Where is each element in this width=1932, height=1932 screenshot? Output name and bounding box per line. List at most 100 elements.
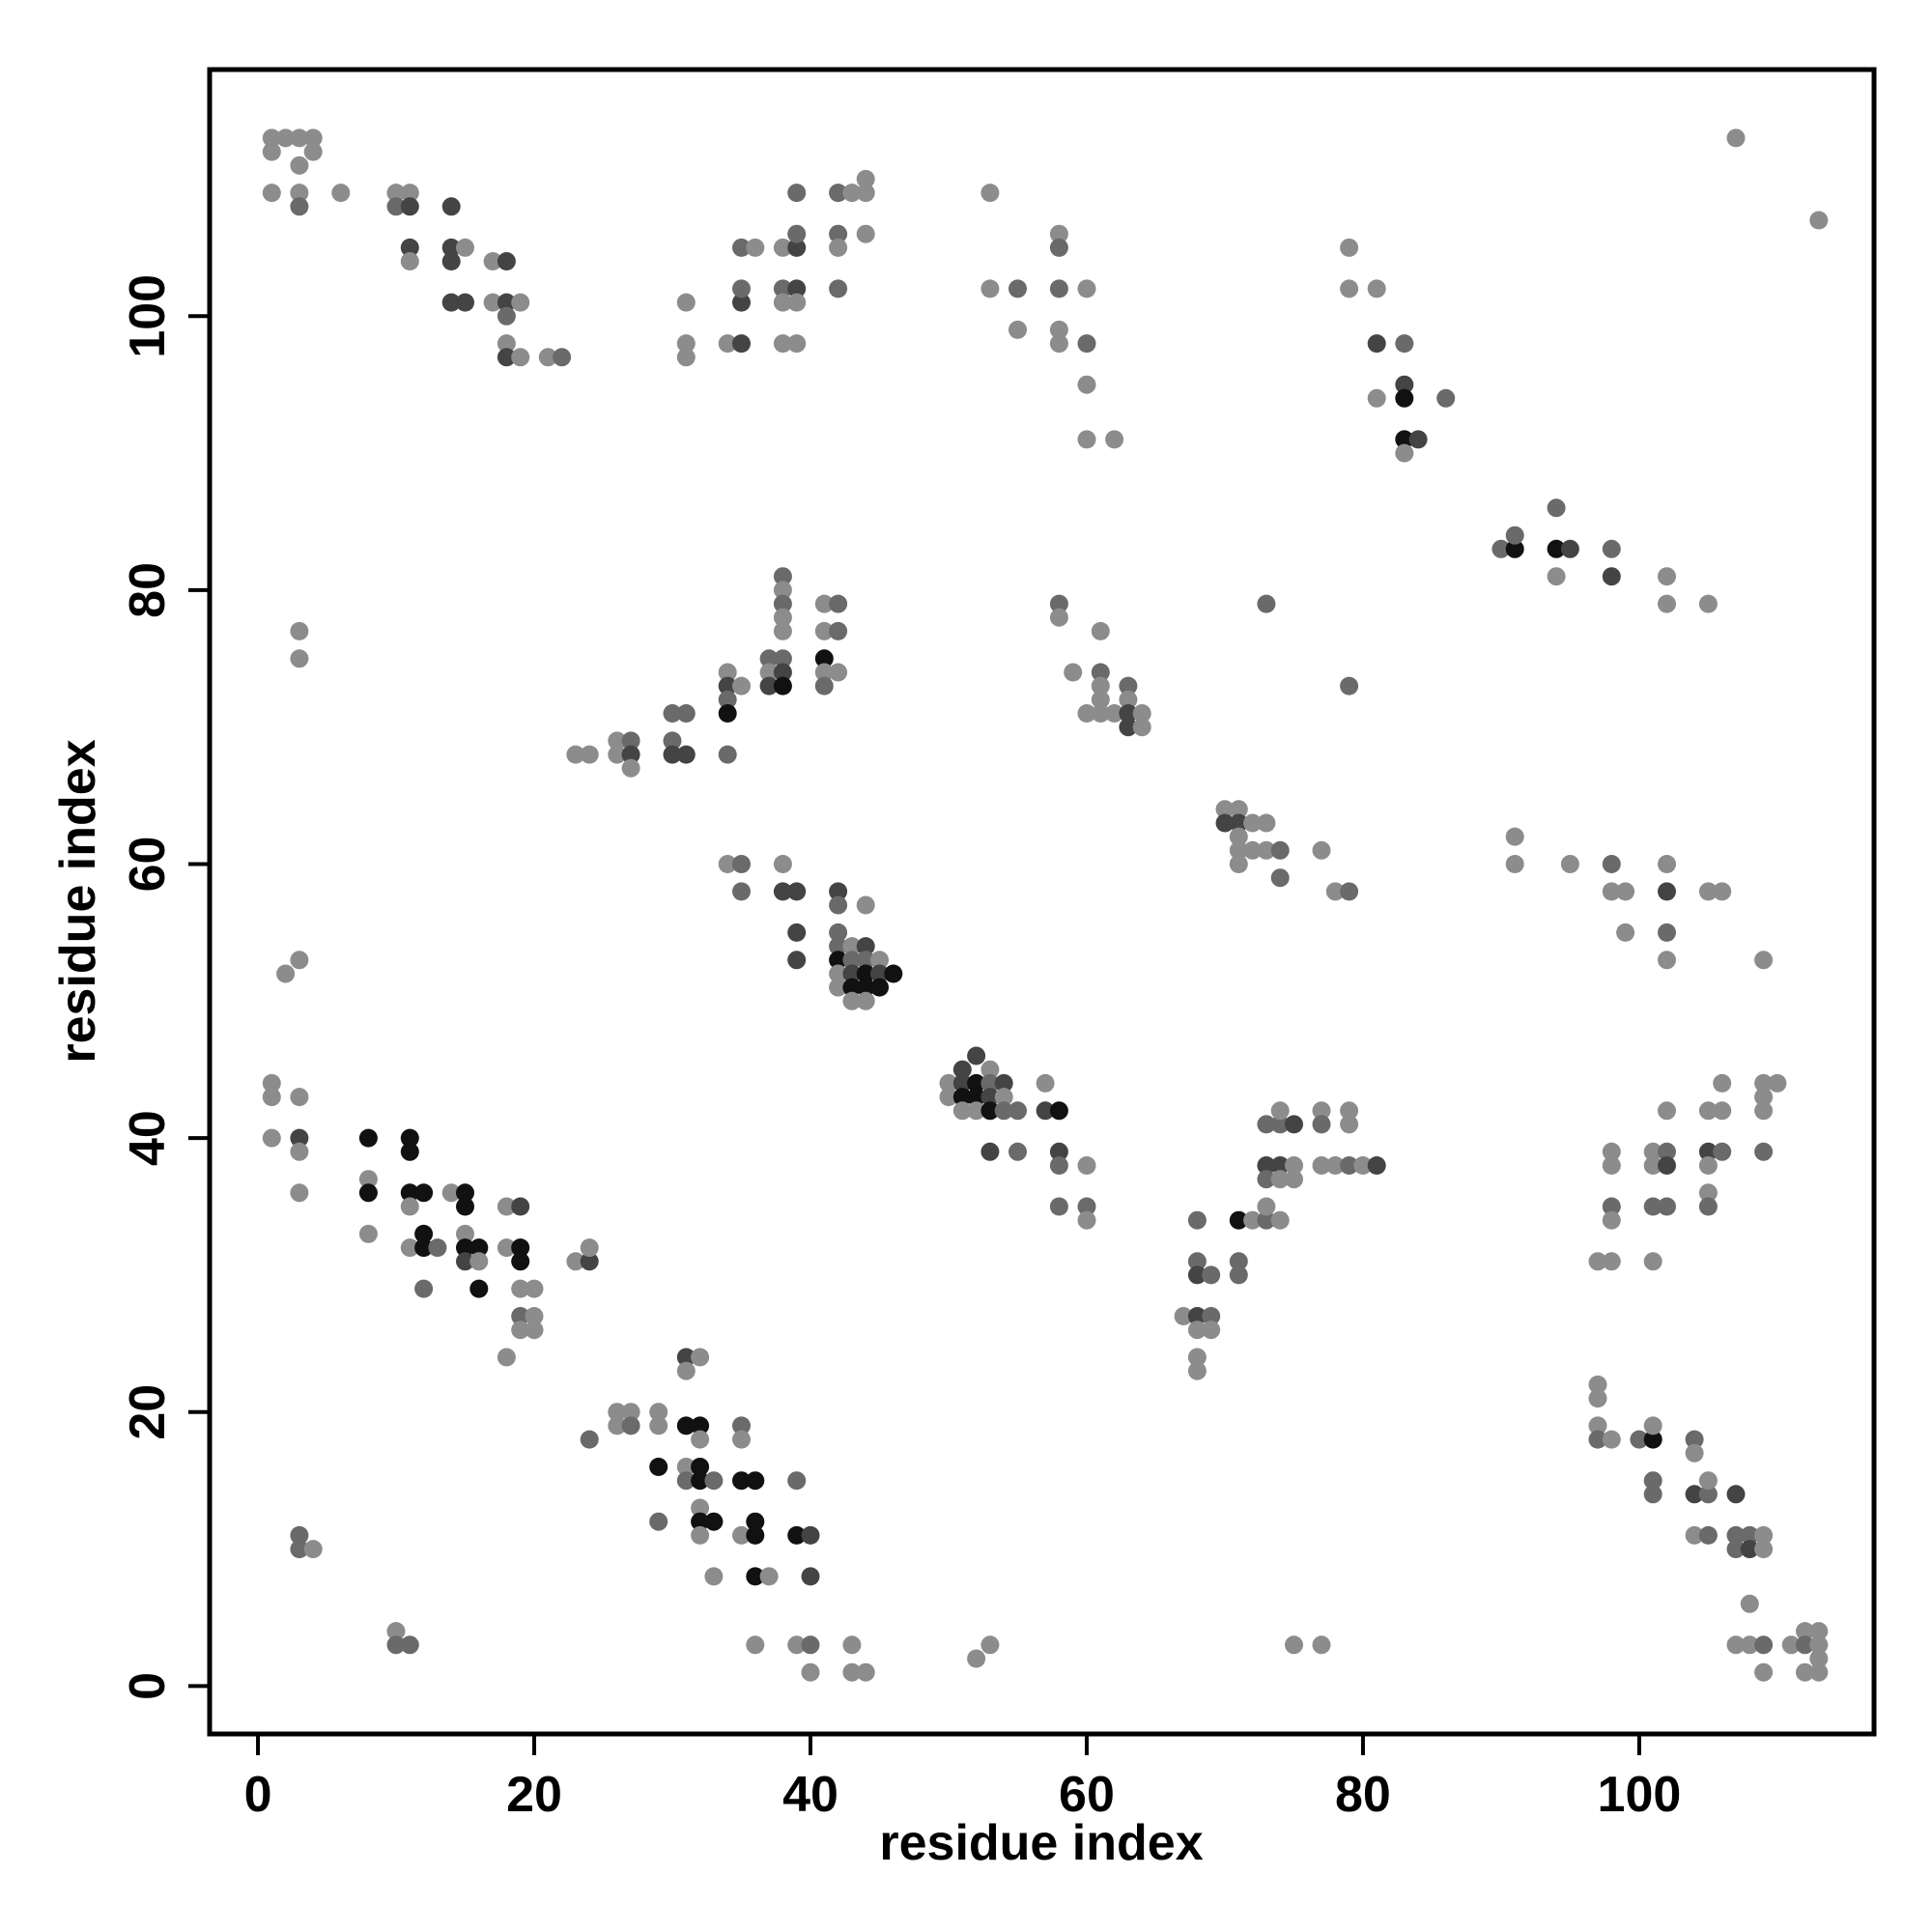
contact-point	[884, 964, 903, 983]
contact-point	[1325, 1156, 1345, 1175]
contact-point	[842, 991, 862, 1010]
contact-point	[773, 649, 792, 668]
contact-point	[511, 1307, 530, 1325]
contact-point	[400, 238, 419, 257]
contact-point	[1009, 320, 1027, 339]
contact-point	[525, 1307, 544, 1325]
contact-point	[1726, 128, 1746, 148]
axes-layer: 0 20 40 60 80 100 0 20 40 60 80 100	[120, 274, 1681, 1823]
contact-point	[1036, 1101, 1055, 1121]
contact-point	[400, 184, 419, 203]
contact-point	[1754, 1525, 1774, 1545]
contact-point	[456, 1197, 474, 1216]
x-tick-label: 80	[1335, 1767, 1391, 1823]
contact-point	[1215, 800, 1235, 819]
contact-point	[428, 1238, 447, 1258]
contact-point	[870, 978, 889, 997]
contact-point	[1312, 1115, 1331, 1134]
contact-point	[1285, 1170, 1303, 1189]
contact-point	[856, 978, 875, 997]
contact-point	[290, 128, 309, 148]
contact-point	[691, 1348, 710, 1367]
contact-point	[967, 1046, 986, 1065]
contact-point	[1367, 279, 1386, 298]
contact-point	[691, 1458, 710, 1476]
contact-point	[414, 1224, 434, 1243]
contact-point	[621, 1403, 640, 1422]
contact-point	[1408, 430, 1428, 449]
contact-point	[952, 1060, 972, 1079]
contact-point	[1229, 800, 1248, 819]
contact-point	[939, 1073, 958, 1093]
contact-point	[525, 1279, 544, 1298]
contact-point	[1588, 1430, 1607, 1449]
contact-point	[1215, 813, 1235, 833]
contact-point	[1229, 1210, 1248, 1230]
contact-point	[511, 348, 530, 367]
contact-point	[980, 1088, 1000, 1107]
contact-point	[497, 293, 516, 312]
x-tick-label: 20	[506, 1767, 562, 1823]
contact-point	[1187, 1252, 1207, 1271]
contact-point	[1049, 594, 1068, 613]
contact-point	[856, 964, 875, 983]
contact-point	[759, 676, 779, 696]
contact-point	[1049, 224, 1068, 243]
contact-point	[1049, 279, 1068, 298]
contact-point	[290, 1540, 309, 1559]
contact-point	[732, 279, 751, 298]
contact-point	[980, 1101, 1000, 1121]
contact-point	[1698, 1156, 1718, 1175]
contact-point	[1202, 1265, 1221, 1285]
contact-point	[1049, 1156, 1068, 1175]
contact-point	[1754, 1540, 1774, 1559]
contact-point	[1049, 334, 1068, 354]
contact-point	[1809, 1622, 1829, 1641]
contact-point	[829, 184, 848, 203]
contact-point	[1009, 279, 1027, 298]
contact-point	[676, 1458, 696, 1476]
contact-point	[773, 621, 792, 640]
contact-point	[1658, 951, 1676, 970]
contact-point	[441, 1183, 461, 1203]
contact-point	[1560, 539, 1579, 558]
contact-point	[801, 1525, 820, 1545]
contact-point	[718, 334, 737, 354]
contact-point	[1796, 1635, 1814, 1655]
contact-point	[676, 1471, 696, 1491]
contact-point	[497, 1197, 516, 1216]
contact-point	[842, 951, 862, 970]
contact-point	[1077, 375, 1096, 394]
contact-point	[676, 334, 696, 354]
contact-point	[1547, 539, 1566, 558]
contact-point	[1257, 1210, 1276, 1230]
contact-point	[939, 1088, 958, 1107]
contact-point	[1312, 1635, 1331, 1655]
y-tick-label: 0	[120, 1672, 176, 1700]
contact-point	[746, 1471, 765, 1491]
contact-point	[773, 238, 792, 257]
contact-point	[276, 964, 296, 983]
contact-point	[1698, 1142, 1718, 1161]
contact-point	[1257, 1115, 1276, 1134]
contact-point	[1781, 1635, 1801, 1655]
contact-point	[829, 594, 848, 613]
contact-point	[1340, 279, 1359, 298]
contact-point	[787, 951, 807, 970]
contact-point	[1602, 882, 1621, 901]
contact-point	[1187, 1321, 1207, 1340]
contact-point	[469, 1252, 489, 1271]
contact-point	[856, 937, 875, 956]
contact-point	[856, 1662, 875, 1682]
contact-point	[842, 184, 862, 203]
contact-point	[511, 1321, 530, 1340]
contact-point	[497, 348, 516, 367]
y-tick-label: 20	[120, 1384, 176, 1440]
contact-point	[290, 1128, 309, 1148]
contact-point	[1713, 882, 1732, 901]
contact-point	[1257, 1197, 1276, 1216]
contact-point	[856, 169, 875, 188]
contact-point	[1740, 1525, 1759, 1545]
contact-point	[1602, 567, 1621, 586]
contact-point	[1257, 840, 1276, 860]
